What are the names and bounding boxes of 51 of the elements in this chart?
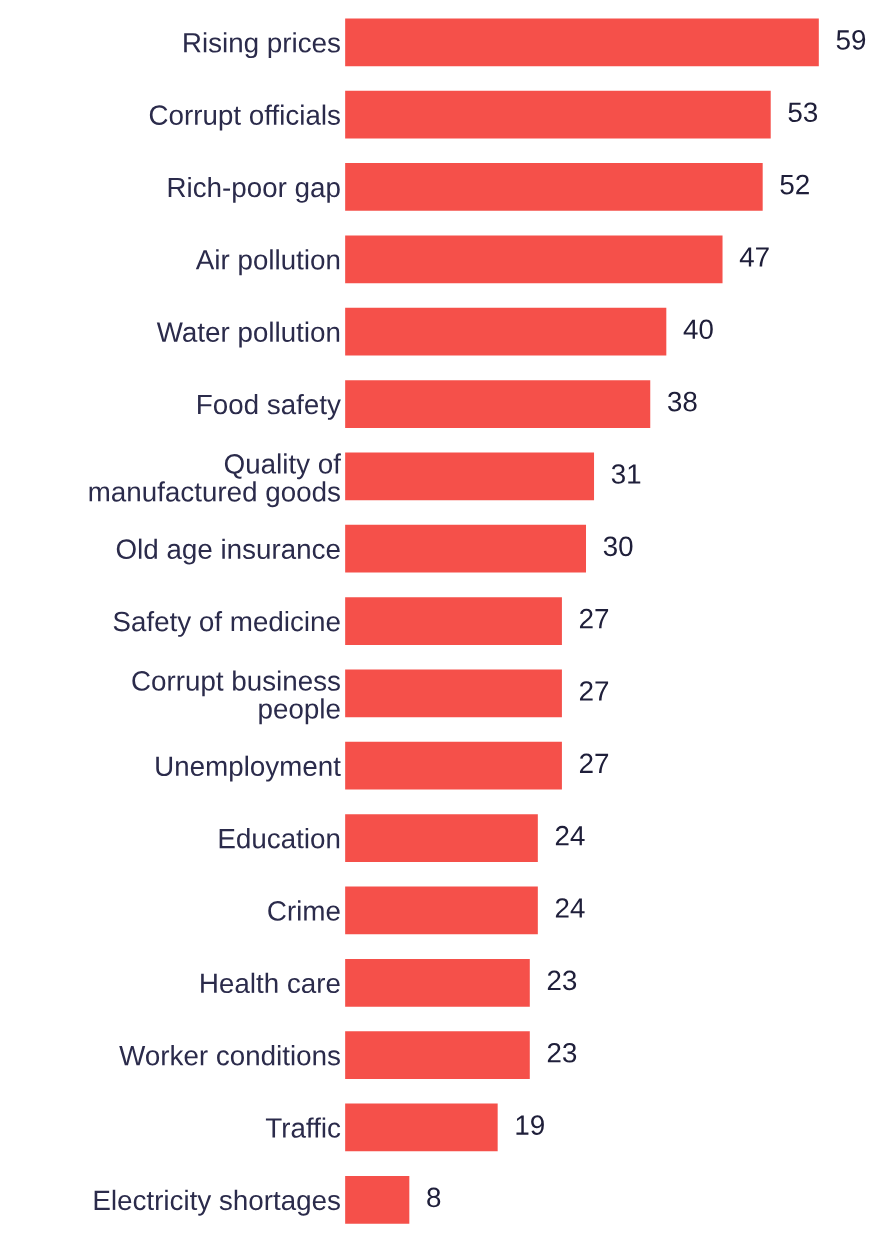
data-label: 30 [603, 536, 633, 557]
y-tick-label: Electricity shortages [94, 1189, 340, 1216]
bar [345, 814, 538, 862]
data-label: 19 [516, 1115, 544, 1135]
data-label: 24 [555, 898, 585, 918]
bar [345, 886, 538, 935]
y-tick-label: Unemployment [156, 755, 341, 782]
bar [345, 235, 723, 284]
bar [345, 18, 819, 67]
y-tick-label: Worker conditions [119, 1045, 340, 1066]
data-label: 27 [579, 753, 609, 773]
y-tick-label: Rising prices [184, 32, 340, 59]
bar [345, 90, 771, 139]
bar [345, 1031, 530, 1080]
bar [345, 1175, 410, 1224]
data-label: 24 [555, 825, 585, 846]
data-label: 53 [788, 102, 818, 123]
data-label: 27 [579, 681, 609, 701]
bar [345, 1103, 498, 1152]
y-tick-label: Safety of medicine [113, 610, 340, 637]
y-tick-label: Corrupt business people [132, 670, 340, 725]
bar [345, 307, 667, 356]
bar [345, 380, 651, 428]
y-tick-label: Corrupt officials [149, 104, 340, 131]
data-label: 23 [547, 970, 577, 991]
bar [345, 524, 587, 573]
y-tick-label: Food safety [198, 393, 341, 420]
bar [345, 741, 562, 790]
y-tick-label: Air pollution [195, 249, 340, 276]
data-label: 47 [739, 247, 769, 267]
bar [345, 669, 562, 718]
data-label: 40 [683, 319, 713, 340]
data-label: 27 [579, 608, 609, 629]
data-label: 59 [836, 30, 866, 50]
bar [345, 452, 595, 501]
y-tick-label: Rich-poor gap [168, 176, 340, 203]
data-label: 8 [427, 1187, 441, 1208]
y-tick-label: Quality of manufactured goods [89, 453, 341, 508]
y-tick-label: Education [219, 828, 340, 849]
data-label: 23 [547, 1042, 577, 1063]
y-tick-label: Crime [268, 900, 340, 921]
y-tick-label: Old age insurance [116, 538, 340, 565]
y-tick-label: Traffic [265, 1117, 341, 1138]
data-label: 52 [780, 174, 809, 195]
y-tick-label: Health care [201, 972, 340, 994]
y-tick-label: Water pollution [156, 321, 340, 348]
bar [345, 958, 530, 1007]
data-label: 38 [667, 391, 697, 412]
data-label: 31 [611, 464, 641, 484]
bar [345, 163, 763, 211]
bar [345, 597, 562, 645]
